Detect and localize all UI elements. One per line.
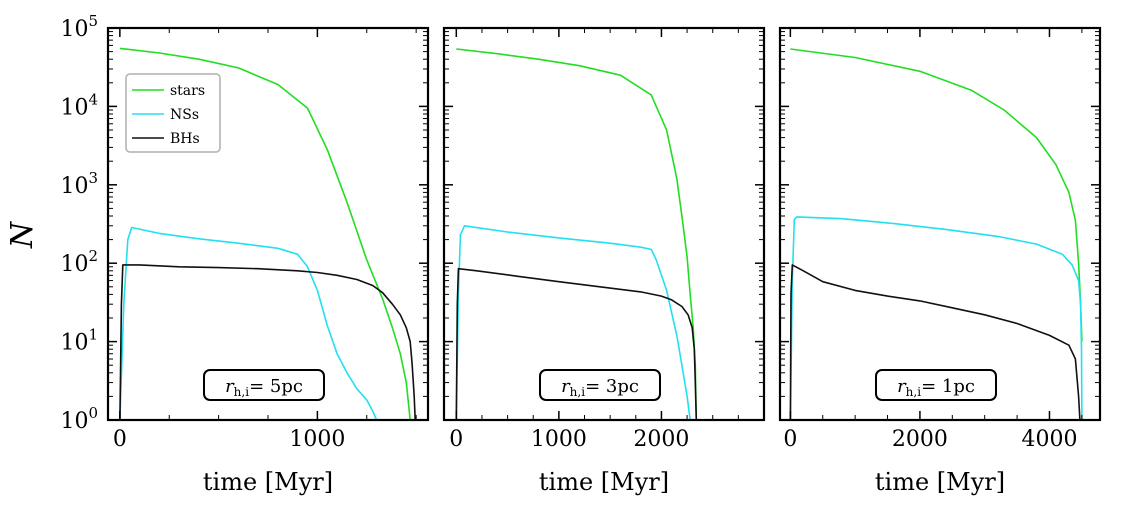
series-group (455, 48, 698, 420)
series-line-bhs (119, 264, 416, 420)
y-tick-label: 105 (60, 12, 98, 42)
x-tick-label: 1000 (289, 427, 345, 452)
radius-annotation-box (875, 369, 997, 401)
y-tick-label: 103 (60, 169, 98, 199)
x-tick-label: 4000 (1021, 427, 1077, 452)
series-line-stars (456, 48, 698, 420)
x-tick-label: 2000 (892, 427, 948, 452)
x-tick-label: 0 (783, 427, 797, 452)
series-group (119, 47, 416, 420)
series-line-stars (119, 47, 411, 420)
panel-2: 0 1000 2000 time [Myr] rh,i= 3pc (442, 26, 766, 496)
panel-1: 0 1000 time [Myr] rh,i= 5pc stars NSs BHs (106, 26, 430, 496)
x-tick-label: 2000 (633, 427, 689, 452)
panels: 0 1000 time [Myr] rh,i= 5pc stars NSs BHs 100 10… (60, 12, 1102, 496)
legend-box (125, 73, 221, 153)
y-tick-label: 104 (60, 90, 98, 120)
series-line-stars (790, 48, 1083, 342)
radius-annotation-text: rh,i= 3pc (561, 376, 639, 399)
x-tick-label: 0 (449, 427, 463, 452)
series-line-nss (455, 225, 691, 420)
series-line-nss (789, 216, 1083, 420)
x-axis-label: time [Myr] (875, 468, 1005, 496)
legend-label-stars: stars (170, 83, 205, 99)
x-tick-label: 1000 (531, 427, 587, 452)
x-tick-label: 0 (113, 427, 127, 452)
radius-annotation-text: rh,i= 1pc (897, 376, 975, 399)
series-line-nss (119, 226, 378, 420)
legend: stars NSs BHs (125, 73, 221, 153)
legend-label-nss: NSs (170, 107, 199, 123)
y-tick-label: 102 (60, 247, 98, 277)
y-tick-label: 101 (60, 326, 98, 356)
y-axis-label: N (5, 220, 40, 249)
series-group (789, 48, 1083, 420)
panel-frame (442, 26, 766, 422)
x-axis-label: time [Myr] (203, 468, 333, 496)
legend-label-bhs: BHs (170, 131, 200, 147)
series-line-bhs (789, 264, 1081, 420)
y-tick-label: 100 (60, 404, 98, 434)
panel-3: 0 2000 4000 time [Myr] rh,i= 1pc (778, 26, 1102, 496)
radius-annotation-box (203, 369, 325, 401)
radius-annotation-box (539, 369, 661, 401)
radius-annotation-text: rh,i= 5pc (225, 376, 303, 399)
x-axis-label: time [Myr] (539, 468, 669, 496)
panel-frame (778, 26, 1102, 422)
series-line-bhs (455, 267, 698, 420)
